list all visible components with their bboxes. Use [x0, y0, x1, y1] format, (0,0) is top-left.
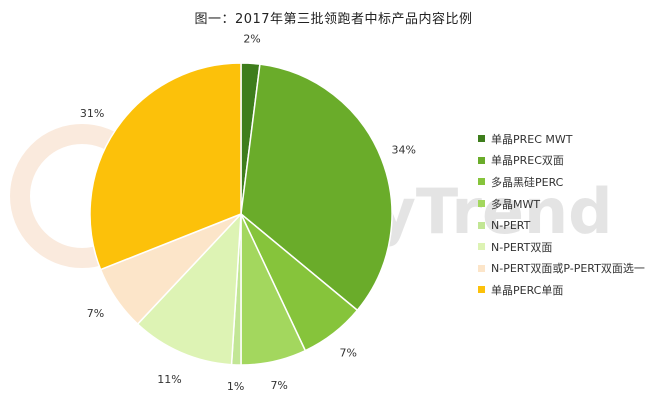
chart-title: 图一：2017年第三批领跑者中标产品内容比例 [194, 12, 473, 27]
legend-swatch [478, 200, 485, 208]
pie-value-label-7: 7% [87, 307, 104, 320]
pie-value-label-5: 1% [227, 380, 244, 393]
legend-swatch [478, 264, 485, 272]
pie-value-label-8: 31% [80, 107, 104, 120]
legend-label: 单晶PERC单面 [491, 283, 564, 297]
legend-swatch [478, 135, 485, 143]
pie-value-label-1: 2% [243, 32, 260, 45]
legend-label: N-PERT双面或P-PERT双面选一 [491, 262, 645, 276]
legend-swatch [478, 221, 485, 229]
legend: 单晶PREC MWT 单晶PREC双面 多晶黑硅PERC 多晶MWT N-PERT N-P… [478, 128, 645, 301]
legend-label: 单晶PREC MWT [491, 132, 573, 146]
pie-value-label-4: 7% [270, 379, 287, 392]
legend-swatch [478, 243, 485, 251]
pie-value-label-6: 11% [157, 373, 181, 386]
legend-label: N-PERT [491, 218, 531, 232]
pie-slice-6 [136, 211, 242, 366]
pie-value-label-2: 34% [391, 144, 415, 157]
legend-item-1: 单晶PREC MWT [478, 128, 645, 150]
pie-slice-8 [89, 62, 242, 271]
pie-value-label-3: 7% [340, 346, 357, 359]
legend-label: 多晶黑硅PERC [491, 175, 564, 189]
legend-item-7: N-PERT双面或P-PERT双面选一 [478, 258, 645, 280]
legend-swatch [478, 286, 485, 294]
legend-swatch [478, 178, 485, 186]
legend-swatch [478, 156, 485, 164]
legend-label: N-PERT双面 [491, 240, 553, 254]
legend-item-2: 单晶PREC双面 [478, 150, 645, 172]
legend-item-4: 多晶MWT [478, 193, 645, 215]
pie-slice-2 [240, 63, 393, 312]
legend-label: 单晶PREC双面 [491, 154, 564, 168]
legend-label: 多晶MWT [491, 197, 541, 211]
legend-item-5: N-PERT [478, 214, 645, 236]
legend-item-6: N-PERT双面 [478, 236, 645, 258]
legend-item-8: 单晶PERC单面 [478, 279, 645, 301]
legend-item-3: 多晶黑硅PERC [478, 171, 645, 193]
